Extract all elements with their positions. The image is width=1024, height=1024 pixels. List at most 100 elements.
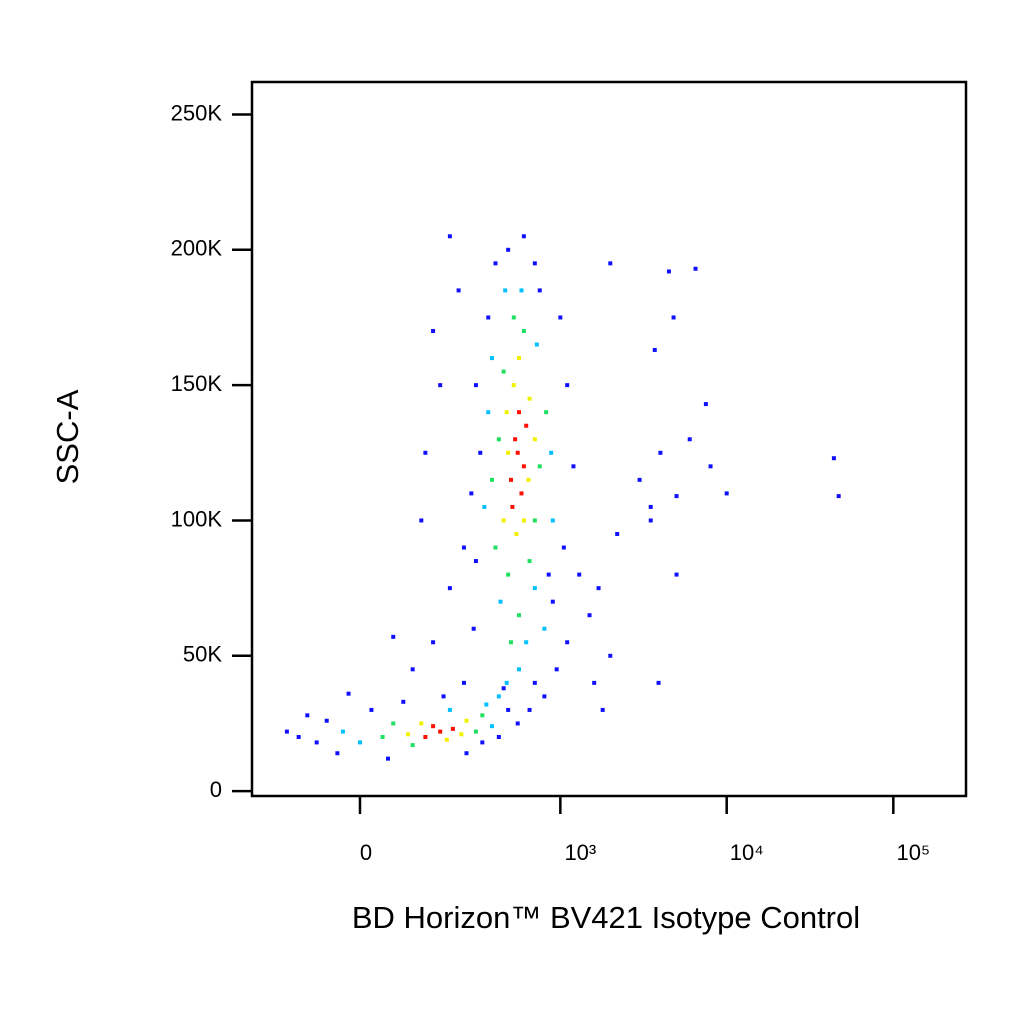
- y-tick-label: 100K: [171, 506, 223, 531]
- data-point: [438, 383, 443, 388]
- data-point: [546, 572, 551, 577]
- data-point: [506, 450, 511, 455]
- data-point: [550, 599, 555, 604]
- data-point: [498, 599, 503, 604]
- data-point: [521, 329, 526, 334]
- data-point: [519, 491, 524, 496]
- data-point: [493, 261, 498, 266]
- data-point: [600, 707, 605, 712]
- data-point: [550, 518, 555, 523]
- data-point: [831, 456, 836, 461]
- data-point: [480, 740, 485, 745]
- data-point: [724, 491, 729, 496]
- data-point: [526, 477, 531, 482]
- data-point: [532, 680, 537, 685]
- data-point: [296, 734, 301, 739]
- data-point: [527, 396, 532, 401]
- data-point: [687, 437, 692, 442]
- data-point: [410, 743, 415, 748]
- data-point: [615, 532, 620, 537]
- data-point: [431, 640, 436, 645]
- data-point: [544, 410, 549, 415]
- data-point: [357, 740, 362, 745]
- data-point: [656, 680, 661, 685]
- data-point: [549, 450, 554, 455]
- data-point: [391, 721, 396, 726]
- data-point: [542, 626, 547, 631]
- data-point: [471, 626, 476, 631]
- data-point: [693, 266, 698, 271]
- data-point: [509, 477, 514, 482]
- data-point: [447, 234, 452, 239]
- data-point: [554, 667, 559, 672]
- data-point: [514, 532, 519, 537]
- data-point: [401, 699, 406, 704]
- data-point: [596, 586, 601, 591]
- data-point: [391, 634, 396, 639]
- data-point: [501, 369, 506, 374]
- data-point: [410, 667, 415, 672]
- data-point: [511, 383, 516, 388]
- data-point: [511, 315, 516, 320]
- data-point: [461, 545, 466, 550]
- data-point: [419, 721, 424, 726]
- data-point: [532, 261, 537, 266]
- data-point: [489, 356, 494, 361]
- data-point: [527, 707, 532, 712]
- data-point: [608, 261, 613, 266]
- y-tick-label: 0: [210, 777, 222, 802]
- x-tick-label: 10⁵: [897, 840, 931, 865]
- plot-frame: [250, 80, 968, 798]
- data-point: [480, 713, 485, 718]
- data-point: [423, 734, 428, 739]
- data-point: [592, 680, 597, 685]
- data-point: [305, 713, 310, 718]
- data-point: [478, 450, 483, 455]
- data-point: [473, 729, 478, 734]
- data-point: [510, 504, 515, 509]
- data-point: [577, 572, 582, 577]
- x-tick-label: 10³: [564, 840, 596, 865]
- data-point: [456, 288, 461, 293]
- data-point: [542, 694, 547, 699]
- y-tick-label: 50K: [183, 642, 222, 667]
- data-point: [565, 640, 570, 645]
- data-point: [284, 729, 289, 734]
- y-tick-label: 250K: [171, 100, 223, 125]
- data-point: [482, 504, 487, 509]
- data-point: [509, 640, 514, 645]
- data-point: [503, 288, 508, 293]
- data-point: [473, 559, 478, 564]
- data-point: [532, 586, 537, 591]
- data-point: [524, 423, 529, 428]
- data-point: [369, 707, 374, 712]
- data-point: [431, 724, 436, 729]
- data-point: [532, 437, 537, 442]
- data-point: [501, 518, 506, 523]
- data-point: [447, 586, 452, 591]
- data-point: [441, 694, 446, 699]
- data-point: [461, 680, 466, 685]
- data-point: [608, 653, 613, 658]
- data-point: [506, 707, 511, 712]
- data-point: [450, 726, 455, 731]
- data-point: [496, 437, 501, 442]
- data-point: [493, 545, 498, 550]
- data-point: [447, 707, 452, 712]
- data-point: [406, 732, 411, 737]
- data-point: [537, 464, 542, 469]
- x-tick-label: 10⁴: [730, 840, 764, 865]
- data-point: [496, 694, 501, 699]
- data-point: [516, 613, 521, 618]
- data-point: [648, 518, 653, 523]
- data-point: [513, 437, 518, 442]
- data-point: [469, 491, 474, 496]
- data-point: [674, 494, 679, 499]
- data-point: [524, 640, 529, 645]
- data-point: [464, 751, 469, 756]
- data-point: [486, 410, 491, 415]
- data-point: [521, 234, 526, 239]
- data-point: [459, 732, 464, 737]
- data-point: [587, 613, 592, 618]
